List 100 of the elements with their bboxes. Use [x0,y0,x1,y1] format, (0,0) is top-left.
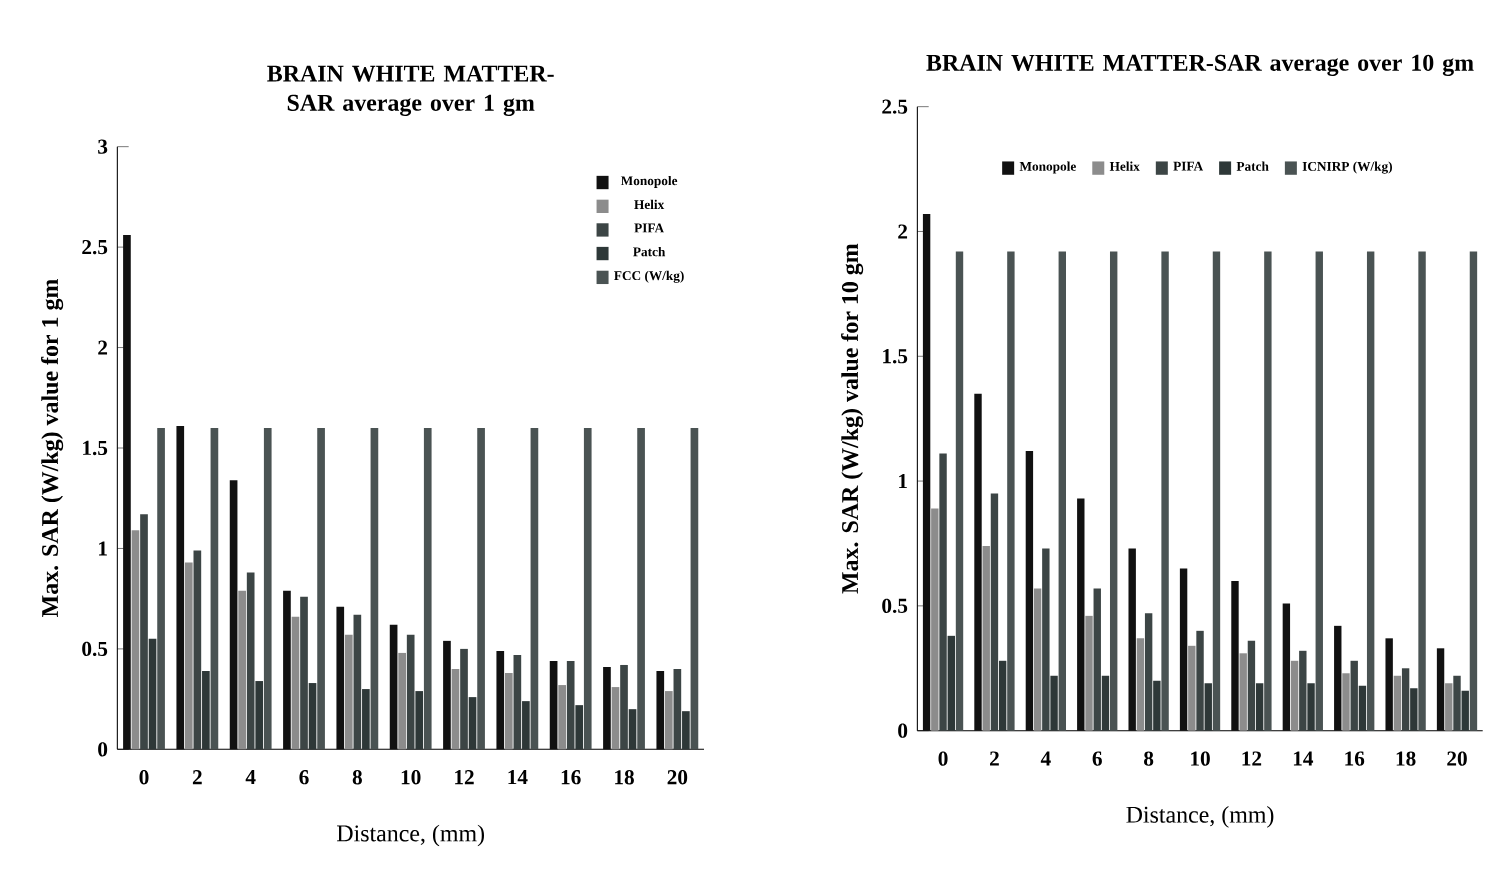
bar [1231,581,1239,731]
bar [1204,683,1212,731]
bar [398,653,406,750]
bar [1247,641,1256,731]
bar [637,428,645,750]
chart-title: BRAIN WHITE MATTER-SAR average over 10 gm [926,55,1474,77]
bar [1334,626,1342,731]
x-tick-label: 10 [401,770,421,785]
x-tick-label: 10 [1191,751,1210,767]
bar [370,428,379,750]
bar [1042,548,1050,731]
bar [1239,653,1247,731]
bar [504,673,513,750]
bar [1461,691,1469,731]
bar [1007,251,1015,731]
x-tick-label: 18 [1396,751,1416,767]
bar [1144,613,1153,731]
bar [362,689,370,750]
bar [1161,251,1169,731]
bar [1025,451,1034,731]
x-tick-label: 2 [192,770,202,785]
bar [140,514,148,750]
y-tick-label: 2 [98,340,108,355]
bar [1085,616,1093,731]
bar [1188,646,1196,731]
y-tick-label: 0.5 [82,642,108,657]
bar [549,661,558,750]
bar [1315,251,1323,731]
bar [1342,673,1350,731]
x-tick-label: 14 [1293,751,1314,766]
bar [157,428,165,750]
bar [291,617,300,750]
bar [460,649,468,750]
bar [317,428,325,750]
bar [263,428,272,750]
bar [1282,603,1291,731]
bar [1393,676,1402,731]
bar [238,590,246,750]
bar [148,639,157,750]
bar [1358,686,1367,731]
bar [1418,251,1426,731]
bar [423,428,432,750]
bar [1445,683,1453,731]
x-axis-title: Distance, (mm) [1126,806,1274,828]
x-tick-label: 0 [938,751,948,767]
bar [931,508,939,731]
x-tick-label: 18 [615,770,634,785]
bar [1196,631,1204,731]
bar [1299,651,1307,731]
bar [451,669,460,750]
bar [1093,588,1101,731]
bar [468,697,477,750]
bar [308,683,317,750]
bar [955,251,964,731]
bar [353,615,362,750]
bar [477,428,485,750]
x-tick-label: 16 [1345,751,1365,766]
bar [522,701,530,750]
bar [1050,676,1058,731]
bar [246,572,255,750]
bar [1436,648,1445,731]
y-tick-label: 0.5 [882,598,908,614]
chart-title: BRAIN WHITE MATTER-SAR average over 1 gm [267,65,554,117]
bar [990,493,999,731]
bar [389,625,398,750]
bar [575,705,584,750]
bar [176,426,185,750]
x-tick-label: 6 [299,770,309,785]
y-tick-label: 3 [98,139,108,155]
x-tick-label: 0 [139,770,149,785]
bar [1410,688,1418,731]
bar [406,635,415,750]
bar [939,453,947,731]
bar [184,562,193,750]
bar [1264,251,1272,731]
y-tick-label: 1.5 [83,441,108,456]
bar [1077,498,1085,731]
bar [974,394,982,731]
bar [682,711,690,750]
bar [344,635,353,750]
bar [611,687,620,750]
bar [1212,251,1221,731]
bar [1366,251,1375,731]
x-tick-label: 4 [1040,751,1051,766]
bar [628,709,637,750]
bar [1101,676,1110,731]
bar [998,661,1007,731]
y-axis-title: Max. SAR (W/kg) value for 1 gm [41,279,64,618]
x-tick-label: 20 [667,770,688,785]
y-tick-label: 2 [898,224,908,239]
bar [300,596,308,750]
y-tick-label: 2.5 [882,99,908,115]
bar [620,665,628,750]
bar [982,546,990,731]
bar [1153,681,1161,731]
bar [283,590,291,750]
bar [664,691,673,750]
bar [1109,251,1118,731]
y-tick-label: 1 [99,541,107,556]
x-tick-label: 12 [455,770,474,785]
